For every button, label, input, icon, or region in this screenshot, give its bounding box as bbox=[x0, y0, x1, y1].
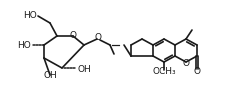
Text: O: O bbox=[69, 30, 76, 40]
Text: O: O bbox=[182, 59, 190, 68]
Text: HO: HO bbox=[23, 10, 37, 20]
Text: O: O bbox=[94, 33, 101, 43]
Text: O: O bbox=[194, 67, 201, 75]
Text: HO: HO bbox=[17, 40, 31, 49]
Text: OH: OH bbox=[78, 64, 92, 74]
Text: OCH₃: OCH₃ bbox=[152, 68, 176, 76]
Text: OH: OH bbox=[43, 71, 57, 80]
